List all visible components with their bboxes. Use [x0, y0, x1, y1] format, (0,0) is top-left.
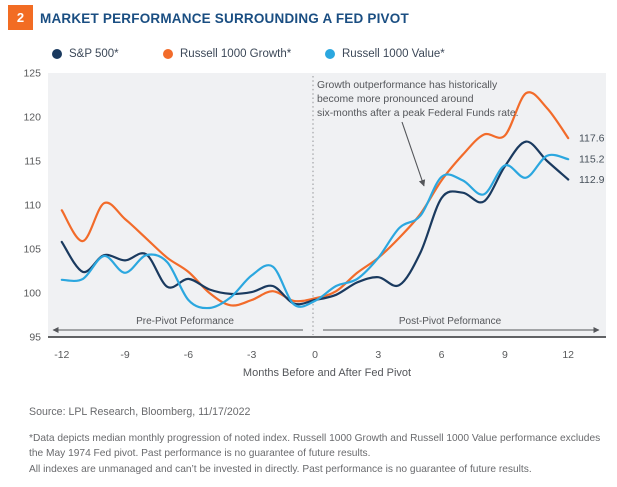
series-line-russell-1000-value-	[60, 153, 570, 310]
x-tick-label: -3	[247, 349, 256, 361]
y-tick-label: 95	[29, 332, 41, 344]
x-tick-label: 9	[502, 349, 508, 361]
series-lines	[60, 91, 570, 310]
x-tick-label: 6	[439, 349, 445, 361]
y-tick-label: 115	[24, 156, 41, 168]
legend-label: Russell 1000 Value*	[342, 48, 445, 60]
y-tick-label: 105	[23, 244, 41, 256]
chart-legend: S&P 500* Russell 1000 Growth* Russell 10…	[0, 48, 617, 64]
x-tick-label: 3	[375, 349, 381, 361]
y-axis-ticks: 125 120 115 110 105 100 95	[23, 68, 41, 344]
x-axis-ticks: -12 -9 -6 -3 0 3 6 9 12	[54, 349, 574, 361]
x-tick-label: -6	[184, 349, 193, 361]
annotation-text: Growth outperformance has historically b…	[317, 80, 519, 119]
post-pivot-label: Post-Pivot Peformance	[399, 316, 502, 327]
footnote-disclaimer: All indexes are unmanaged and can’t be i…	[29, 464, 532, 475]
legend-item-sp500: S&P 500*	[52, 48, 119, 60]
pre-pivot-label: Pre-Pivot Peformance	[136, 316, 234, 327]
series-line-russell-1000-growth-	[60, 91, 570, 307]
source-line: Source: LPL Research, Bloomberg, 11/17/2…	[29, 406, 251, 418]
y-tick-label: 120	[23, 112, 41, 124]
x-tick-label: -12	[54, 349, 69, 361]
legend-item-growth: Russell 1000 Growth*	[163, 48, 291, 60]
legend-item-value: Russell 1000 Value*	[325, 48, 445, 60]
end-value-label: 115.2	[579, 154, 605, 166]
legend-label: S&P 500*	[69, 48, 119, 60]
y-tick-label: 100	[23, 288, 41, 300]
x-axis-title: Months Before and After Fed Pivot	[243, 367, 411, 379]
sp500-dot-icon	[52, 49, 62, 59]
y-tick-label: 125	[23, 68, 41, 80]
value-dot-icon	[325, 49, 335, 59]
growth-dot-icon	[163, 49, 173, 59]
x-tick-label: 0	[312, 349, 318, 361]
legend-label: Russell 1000 Growth*	[180, 48, 292, 60]
y-tick-label: 110	[24, 200, 41, 212]
x-tick-label: 12	[562, 349, 574, 361]
annotation-arrow	[401, 121, 426, 187]
series-end-labels: 112.9 117.6 115.2	[579, 133, 605, 186]
page-title: MARKET PERFORMANCE SURROUNDING A FED PIV…	[40, 11, 409, 26]
figure-number-badge: 2	[8, 5, 33, 30]
x-tick-label: -9	[120, 349, 129, 361]
end-value-label: 112.9	[579, 174, 605, 186]
footnote-data: *Data depicts median monthly progression…	[29, 433, 601, 459]
end-value-label: 117.6	[579, 133, 605, 145]
